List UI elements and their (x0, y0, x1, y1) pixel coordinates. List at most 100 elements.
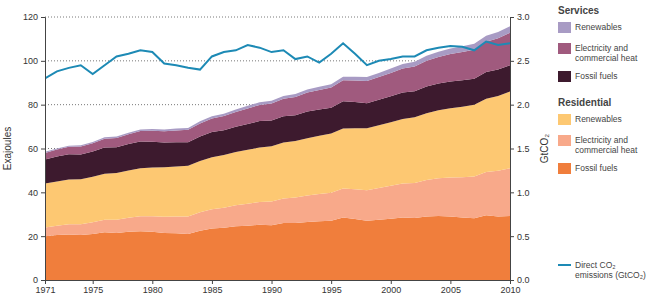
y-tick-mark (41, 280, 45, 281)
x-tick-label: 2000 (381, 285, 401, 295)
legend-swatch (558, 114, 571, 125)
legend-swatch (558, 22, 571, 33)
x-tick-mark (450, 280, 451, 284)
y2-tick: 1.0 (510, 188, 530, 198)
x-tick: 1980 (143, 280, 163, 295)
y2-tick-label: 1.0 (517, 188, 530, 198)
y-tick-label: 40 (28, 188, 38, 198)
y-tick: 120 (23, 12, 45, 22)
legend: ServicesRenewablesElectricity andcommerc… (558, 5, 646, 280)
area (45, 26, 510, 153)
y-axis-line (41, 18, 46, 281)
x-tick-label: 1971 (35, 285, 55, 295)
x-tick: 1990 (262, 280, 282, 295)
legend-label: Renewables (575, 22, 622, 32)
y2-axis-title: GtCO₂ (539, 134, 550, 164)
y-tick-mark (41, 61, 45, 62)
line (45, 42, 510, 79)
legend-text-line: Electricity and (575, 135, 628, 145)
y2-tick-mark (510, 149, 514, 150)
y-tick-label: 20 (28, 232, 38, 242)
legend-group-title: Services (558, 5, 600, 16)
x-tick-mark (331, 280, 332, 284)
y2-tick: 3.0 (510, 12, 530, 22)
legend-label: Electricity andcommercial heat (575, 43, 638, 63)
legend-label: Electricity andcommercial heat (575, 135, 638, 155)
legend-text-line: Direct CO₂ (575, 260, 616, 270)
x-tick: 1971 (35, 280, 55, 295)
y2-tick-label: 1.5 (517, 144, 530, 154)
x-tick: 2000 (381, 280, 401, 295)
y2-tick-label: 2.5 (517, 56, 530, 66)
x-tick: 1985 (202, 280, 222, 295)
y2-tick-label: 0.0 (517, 275, 530, 285)
y-tick-mark (41, 105, 45, 106)
y2-tick: 0.5 (510, 232, 530, 242)
legend-text-line: Fossil fuels (575, 71, 618, 81)
x-tick: 2005 (441, 280, 461, 295)
x-tick-label: 1985 (202, 285, 222, 295)
legend-label: Renewables (575, 114, 622, 124)
legend-text-line: commercial heat (575, 53, 638, 63)
plot-area (45, 26, 510, 280)
y-tick-mark (41, 192, 45, 193)
legend-label: Fossil fuels (575, 163, 618, 173)
y-tick-label: 60 (28, 144, 38, 154)
y2-tick-label: 2.0 (517, 100, 530, 110)
legend-swatch (558, 264, 571, 266)
legend-swatch (558, 135, 571, 146)
x-tick-mark (93, 280, 94, 284)
chart: 1971 1975 1980 1985 1990 1995 2000 2005 2010 0 20 4… (0, 0, 652, 307)
legend-label: Fossil fuels (575, 71, 618, 81)
x-axis: 1971 1975 1980 1985 1990 1995 2000 2005 2010 (35, 280, 520, 295)
y-tick-label: 100 (23, 56, 38, 66)
y-tick-label: 120 (23, 12, 38, 22)
x-tick-mark (272, 280, 273, 284)
y2-tick: 2.0 (510, 100, 530, 110)
legend-text-line: Electricity and (575, 43, 628, 53)
y-tick-label: 80 (28, 100, 38, 110)
x-tick: 1975 (83, 280, 103, 295)
y-tick: 100 (23, 56, 45, 66)
y2-tick-mark (510, 192, 514, 193)
y-tick: 40 (28, 188, 45, 198)
y-tick: 80 (28, 100, 45, 110)
legend-text-line: Fossil fuels (575, 163, 618, 173)
y2-tick-mark (510, 280, 514, 281)
x-tick-label: 2005 (441, 285, 461, 295)
y-tick: 20 (28, 232, 45, 242)
y2-tick-mark (510, 105, 514, 106)
y-tick-mark (41, 17, 45, 18)
grid-line (45, 17, 510, 18)
legend-label: Direct CO₂emissions (GtCO₂) (575, 260, 646, 280)
y2-axis: 0.0 0.5 1.0 1.5 2.0 2.5 3.0 (510, 12, 530, 285)
y2-axis-line (511, 18, 515, 281)
legend-swatch (558, 43, 571, 54)
y2-tick: 1.5 (510, 144, 530, 154)
legend-swatch (558, 71, 571, 82)
x-tick-label: 1975 (83, 285, 103, 295)
y-tick-mark (41, 149, 45, 150)
legend-text-line: emissions (GtCO₂) (575, 270, 646, 280)
legend-text-line: commercial heat (575, 145, 638, 155)
y2-tick-mark (510, 61, 514, 62)
x-tick: 1995 (322, 280, 342, 295)
x-tick-label: 1990 (262, 285, 282, 295)
y2-tick: 0.0 (510, 275, 530, 285)
x-tick-mark (391, 280, 392, 284)
y-tick: 60 (28, 144, 45, 154)
y2-tick-label: 0.5 (517, 232, 530, 242)
y2-tick-mark (510, 236, 514, 237)
legend-swatch (558, 163, 571, 174)
y2-tick-label: 3.0 (517, 12, 530, 22)
legend-text-line: Renewables (575, 22, 622, 32)
x-tick-mark (152, 280, 153, 284)
y2-tick-mark (510, 17, 514, 18)
x-tick-label: 1980 (143, 285, 163, 295)
grid (45, 17, 510, 280)
x-tick-label: 2010 (500, 285, 520, 295)
x-axis-line (46, 281, 511, 285)
y2-tick: 2.5 (510, 56, 530, 66)
legend-group-title: Residential (558, 97, 612, 108)
y-tick: 0 (33, 275, 45, 285)
